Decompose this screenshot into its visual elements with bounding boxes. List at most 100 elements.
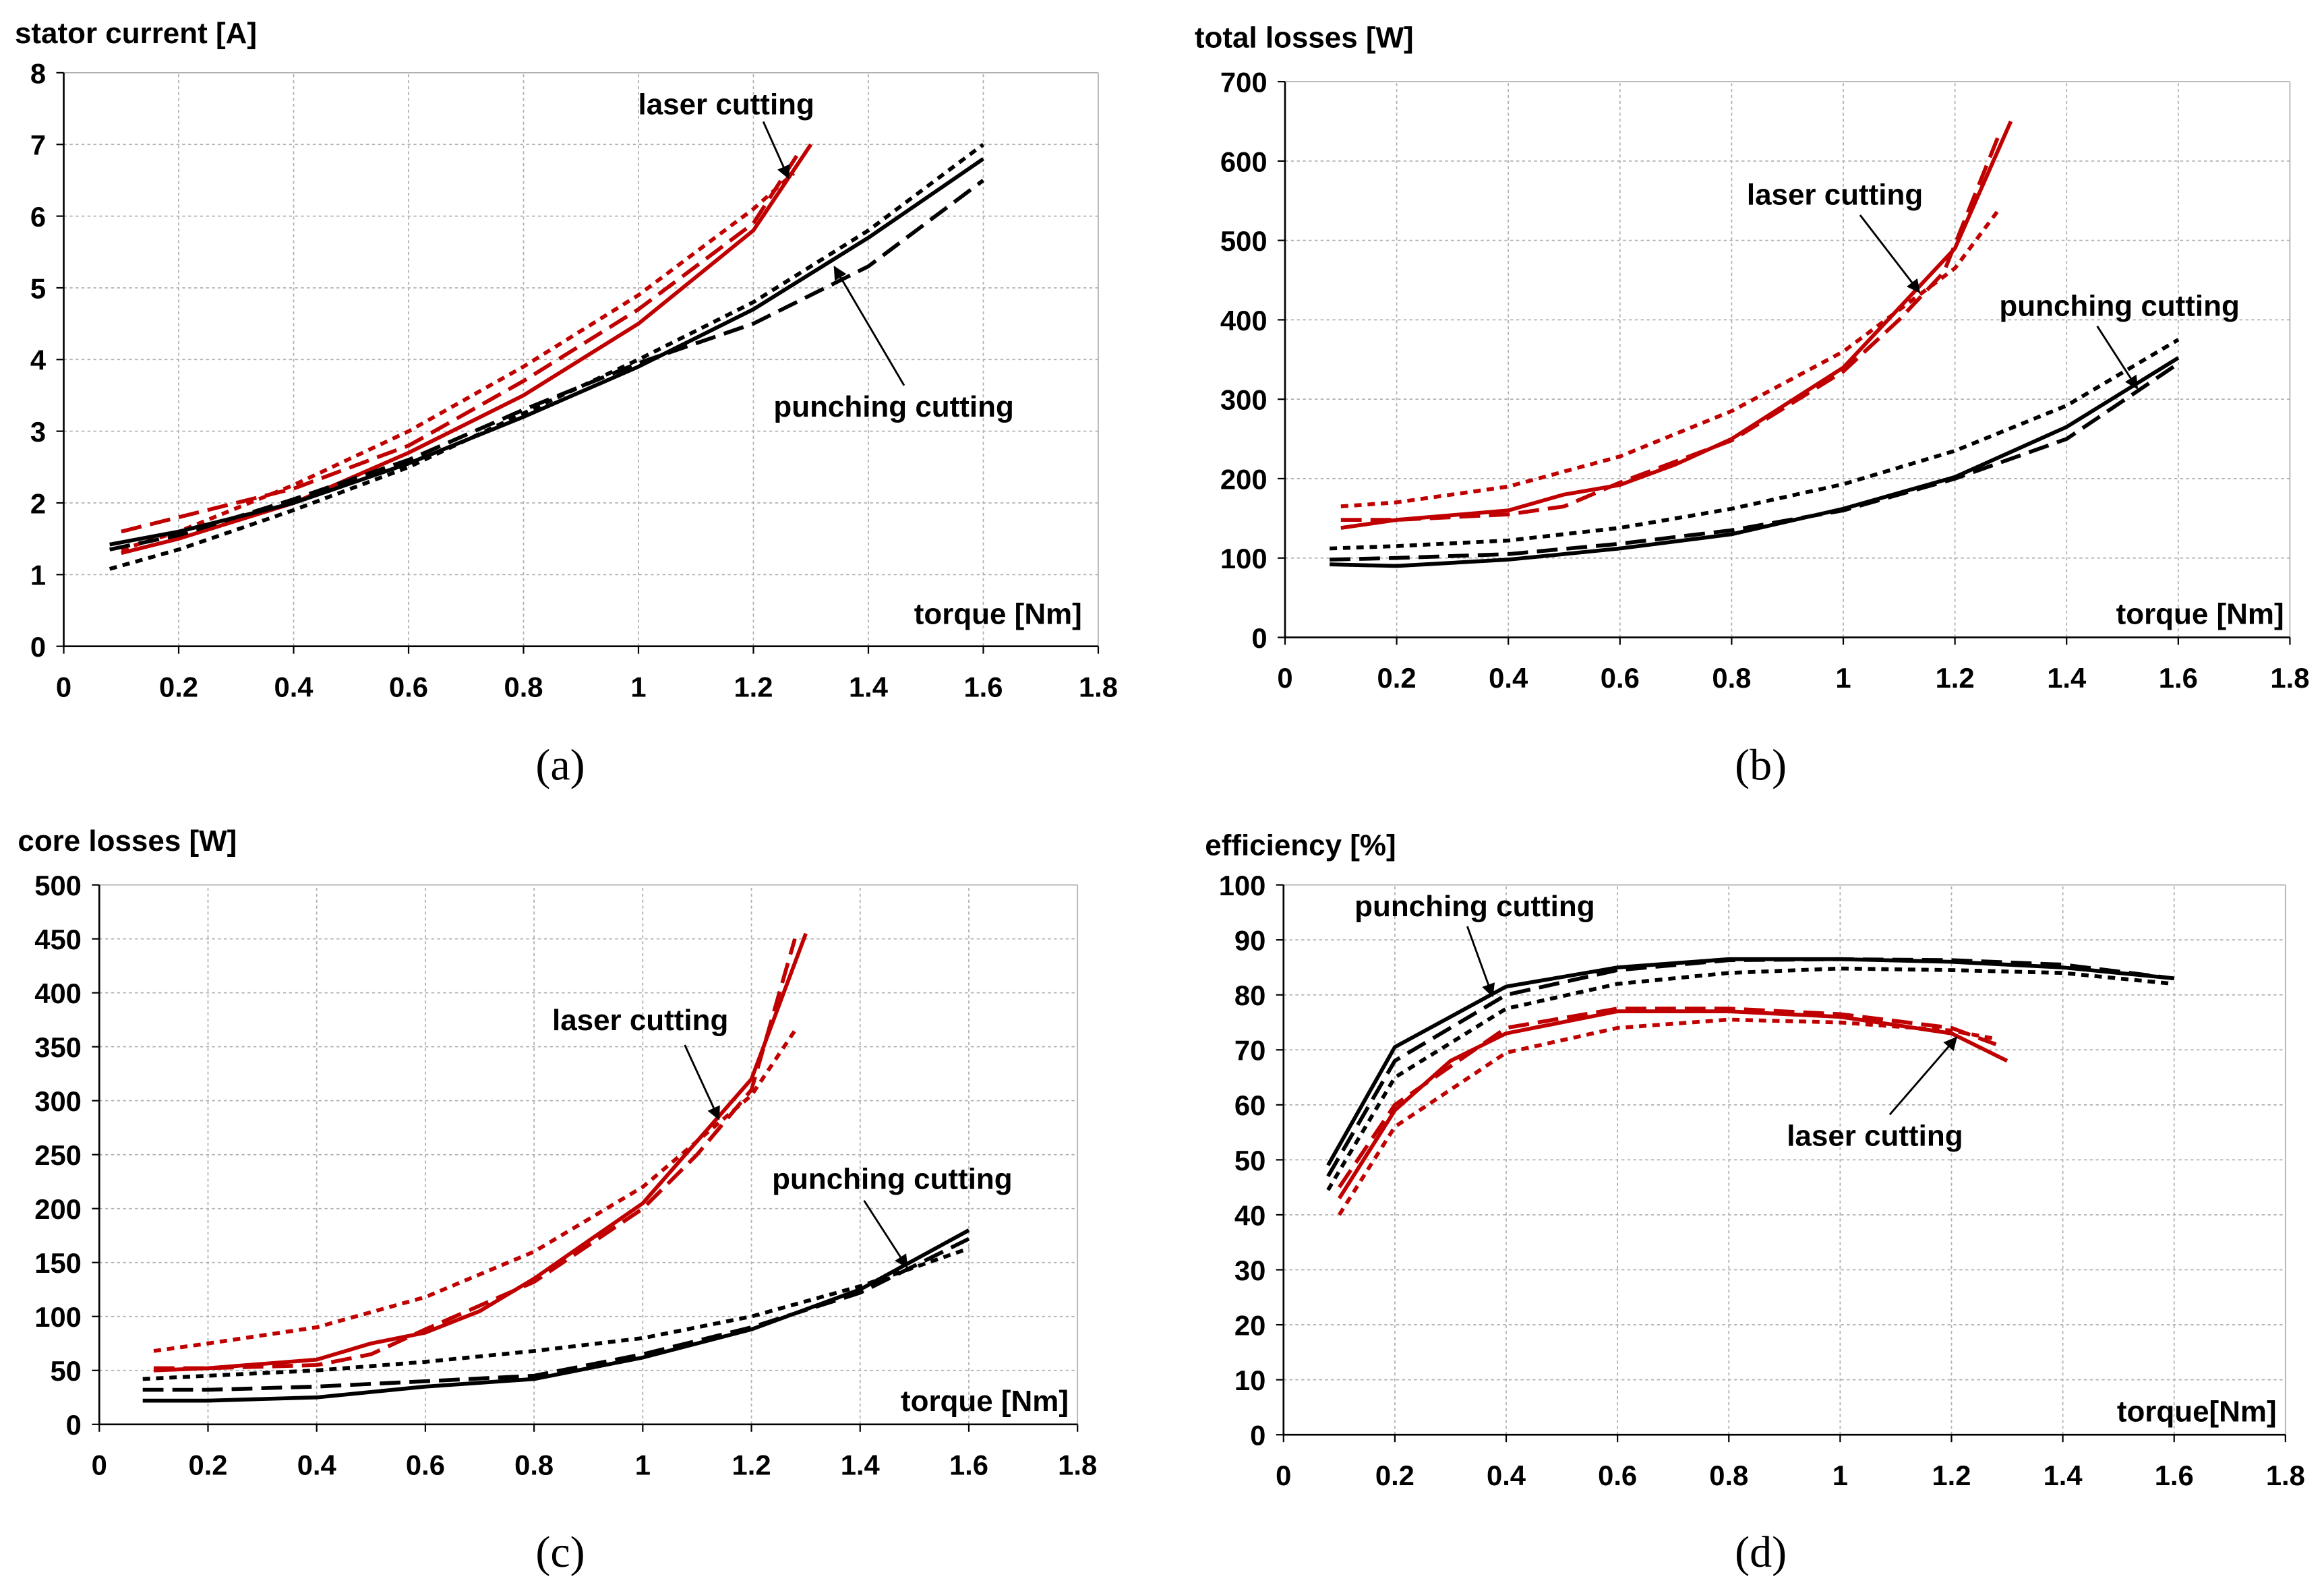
annotation-label: laser cutting (1747, 179, 1923, 212)
y-tick-label: 200 (34, 1193, 82, 1225)
y-tick-label: 0 (1250, 1420, 1265, 1451)
annotation-arrow (2096, 326, 2139, 390)
x-tick-label: 0.2 (159, 671, 198, 702)
y-tick-label: 4 (30, 344, 46, 376)
punching-cutting-short-dash-line (1330, 338, 2180, 551)
y-tick-label: 700 (1220, 66, 1268, 98)
x-tick-label: 1.8 (2270, 662, 2309, 694)
punching-cutting-short-dash-line (142, 1247, 970, 1381)
annotation-arrow (1888, 1036, 1958, 1116)
x-tick-label: 0.6 (389, 671, 428, 702)
y-tick-label: 80 (1234, 980, 1265, 1011)
y-tick-label: 500 (1220, 225, 1268, 257)
x-tick-label: 0.2 (1377, 662, 1417, 694)
laser-cutting-long-dash-line (153, 938, 797, 1371)
annotation-arrow (863, 1200, 908, 1269)
punching-cutting-short-dash-line (109, 143, 985, 571)
x-tick-label: 1.4 (2047, 662, 2086, 694)
x-tick-label: 1.2 (1932, 1460, 1971, 1491)
x-tick-label: 1.4 (849, 671, 888, 702)
punching-cutting-solid-line (142, 1228, 970, 1403)
panel-label: (a) (535, 741, 585, 790)
annotation-label: laser cutting (1787, 1120, 1963, 1153)
x-tick-label: 1 (1835, 662, 1851, 694)
annotation-label: punching cutting (773, 390, 1013, 423)
annotation-arrow (833, 266, 905, 386)
x-tick-label: 0 (56, 671, 71, 702)
x-tick-label: 1.6 (2159, 662, 2198, 694)
y-tick-label: 150 (34, 1247, 82, 1279)
y-tick-label: 300 (34, 1085, 82, 1117)
laser-cutting-short-dash-line (1338, 1017, 1997, 1216)
laser-cutting-long-dash-line (1338, 1007, 1997, 1189)
laser-cutting-short-dash-line (1340, 207, 2002, 508)
y-tick-label: 100 (34, 1301, 82, 1333)
x-tick-label: 0.4 (1489, 662, 1528, 694)
y-tick-label: 8 (30, 57, 46, 89)
panel-label: (c) (535, 1528, 585, 1577)
x-tick-label: 1.6 (963, 671, 1003, 702)
panel-label: (b) (1735, 741, 1787, 790)
y-tick-label: 90 (1234, 925, 1265, 957)
y-tick-label: 50 (1234, 1145, 1265, 1176)
x-tick-label: 1 (635, 1449, 651, 1481)
y-axis-title: total losses [W] (1195, 22, 1414, 55)
y-tick-label: 7 (30, 129, 46, 161)
chart-c: 0 0.2 0.4 0.6 0.8 1 1.2 1.4 1.6 1.8 0 50 100 150 200 25… (18, 825, 1097, 1577)
x-tick-label: 1.8 (1079, 671, 1118, 702)
punching-cutting-short-dash-line (1326, 966, 2175, 1191)
y-tick-label: 350 (34, 1031, 82, 1063)
y-tick-label: 40 (1234, 1199, 1265, 1231)
y-tick-label: 1 (30, 560, 46, 591)
y-tick-label: 6 (30, 201, 46, 233)
x-tick-label: 0 (1277, 662, 1292, 694)
y-tick-label: 450 (34, 924, 82, 955)
laser-cutting-short-dash-line (120, 171, 796, 551)
y-axis-title: stator current [A] (15, 17, 257, 50)
punching-cutting-long-dash-line (1326, 957, 2175, 1178)
x-tick-label: 0.8 (504, 671, 543, 702)
x-tick-label: 0.4 (1487, 1460, 1526, 1491)
y-tick-label: 400 (1220, 305, 1268, 336)
x-tick-label: 0.4 (297, 1449, 336, 1481)
y-tick-label: 30 (1234, 1255, 1265, 1286)
x-tick-label: 1.4 (2044, 1460, 2083, 1491)
y-tick-label: 20 (1234, 1309, 1265, 1341)
punching-cutting-long-dash-line (142, 1237, 970, 1392)
annotation-label: punching cutting (772, 1162, 1012, 1195)
y-tick-label: 60 (1234, 1089, 1265, 1121)
chart-d: 0 0.2 0.4 0.6 0.8 1 1.2 1.4 1.6 1.8 0 10 20 30 40 50 60 7… (1205, 829, 2305, 1577)
x-tick-label: 0.6 (1601, 662, 1640, 694)
x-tick-label: 0 (92, 1449, 107, 1481)
annotation-label: punching cutting (1354, 890, 1595, 923)
x-axis-title: torque [Nm] (914, 598, 1082, 631)
y-tick-label: 500 (34, 870, 82, 901)
y-tick-label: 10 (1234, 1365, 1265, 1396)
y-tick-label: 100 (1220, 543, 1268, 574)
x-tick-label: 1.6 (2155, 1460, 2194, 1491)
y-tick-label: 200 (1220, 463, 1268, 495)
x-tick-label: 0.8 (1709, 1460, 1748, 1491)
y-tick-label: 0 (30, 631, 46, 663)
annotation-label: laser cutting (638, 88, 814, 121)
x-tick-label: 1.2 (1936, 662, 1975, 694)
panel-label: (d) (1735, 1528, 1787, 1577)
y-tick-label: 50 (50, 1355, 81, 1387)
y-tick-label: 300 (1220, 384, 1268, 416)
chart-a: 0 0.2 0.4 0.6 0.8 1 1.2 1.4 1.6 1.8 0 1 2 3 4 5 6 7 8 stato… (15, 17, 1118, 790)
punching-cutting-solid-line (1330, 356, 2180, 568)
laser-cutting-short-dash-line (153, 1029, 797, 1353)
annotation-arrow (1859, 214, 1921, 293)
x-tick-label: 1.8 (2266, 1460, 2305, 1491)
x-tick-label: 1.8 (1058, 1449, 1097, 1481)
annotation-label: laser cutting (552, 1004, 728, 1037)
annotation-label: punching cutting (1999, 289, 2239, 322)
x-tick-label: 1.6 (949, 1449, 988, 1481)
x-axis-title: torque [Nm] (2116, 598, 2284, 631)
x-tick-label: 0.2 (1375, 1460, 1414, 1491)
x-tick-label: 0.6 (1598, 1460, 1637, 1491)
x-axis-title: torque[Nm] (2117, 1395, 2277, 1428)
x-tick-label: 0 (1276, 1460, 1291, 1491)
x-tick-label: 1.2 (732, 1449, 771, 1481)
y-tick-label: 100 (1219, 870, 1266, 901)
